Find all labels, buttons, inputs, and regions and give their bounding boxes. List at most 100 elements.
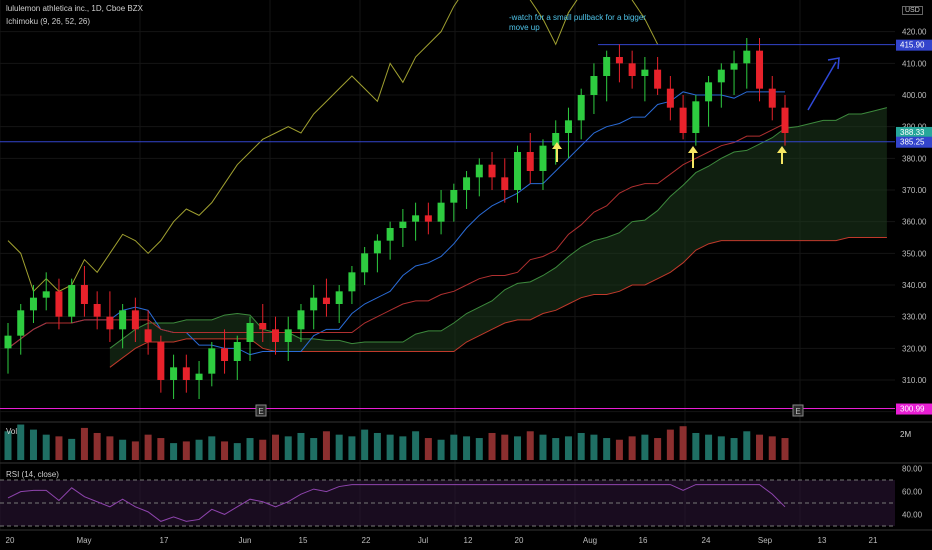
candlesticks — [4, 38, 789, 399]
candle-body — [144, 329, 152, 342]
candle-body — [526, 152, 534, 171]
volume-bar — [170, 443, 178, 460]
volume-bar — [450, 434, 458, 460]
time-axis[interactable]: 20 May 17 Jun 15 22 Jul 12 20 Aug 16 24 Sep 13 21 — [0, 529, 932, 545]
volume-bar — [221, 441, 229, 460]
volume-bar — [297, 432, 305, 460]
chikou-span — [7, 0, 659, 293]
candle-body — [501, 177, 509, 190]
volume-bar — [4, 431, 12, 460]
volume-bar — [335, 434, 343, 460]
time-tick-label: 24 — [702, 536, 711, 545]
volume-bar — [399, 436, 407, 460]
earnings-event-marker: E — [255, 404, 267, 417]
candle-body — [246, 323, 254, 342]
candle-body — [271, 329, 279, 342]
volume-bar — [768, 436, 776, 460]
time-tick-label: 12 — [464, 536, 473, 545]
volume-bar — [373, 432, 381, 460]
volume-bar — [514, 436, 522, 460]
candle-body — [730, 63, 738, 70]
candle-body — [335, 291, 343, 304]
volume-bar — [182, 441, 190, 460]
volume-bar — [564, 436, 572, 460]
price-axis[interactable]: 310.00 320.00 330.00 340.00 350.00 360.00 370.… — [896, 28, 932, 415]
price-tag — [896, 403, 932, 415]
volume-bar — [131, 441, 139, 460]
price-tick-label: 350.00 — [902, 249, 927, 258]
candle-body — [424, 215, 432, 222]
candle-body — [564, 120, 572, 133]
volume-bar — [80, 427, 88, 460]
rsi-tick-label: 80.00 — [902, 465, 923, 474]
candle-body — [628, 63, 636, 76]
price-tick-label: 410.00 — [902, 59, 927, 68]
event-label: E — [258, 407, 263, 416]
candle-body — [373, 240, 381, 254]
volume-bar — [641, 434, 649, 460]
candle-body — [297, 310, 305, 330]
currency-badge[interactable]: USD — [902, 6, 923, 15]
time-tick-label: Aug — [583, 536, 597, 545]
volume-label[interactable]: Vol — [6, 427, 18, 436]
volume-bar — [679, 426, 687, 460]
candle-body — [93, 304, 101, 317]
volume-bar — [348, 436, 356, 460]
candle-body — [29, 297, 37, 311]
price-tag-label: 415.90 — [900, 41, 925, 50]
price-tag-label: 300.99 — [900, 405, 925, 414]
candle-body — [514, 152, 522, 190]
price-tick-label: 400.00 — [902, 91, 927, 100]
time-tick-label: 21 — [869, 536, 878, 545]
volume-bar — [259, 439, 267, 460]
candle-body — [539, 145, 547, 171]
projection-arrow-head — [827, 57, 840, 70]
volume-bar — [42, 434, 50, 460]
candle-body — [577, 95, 585, 121]
time-tick-label: Sep — [758, 536, 773, 545]
event-label: E — [795, 407, 800, 416]
rsi-pane: 40.00 60.00 80.00 — [0, 462, 932, 527]
candle-body — [717, 69, 725, 83]
candle-body — [386, 228, 394, 241]
candle-body — [208, 348, 216, 374]
candle-body — [603, 57, 611, 76]
candle-body — [119, 310, 127, 330]
volume-bar — [195, 439, 203, 460]
rsi-tick-label: 60.00 — [902, 488, 923, 497]
volume-bar — [144, 434, 152, 460]
price-tick-label: 340.00 — [902, 281, 927, 290]
volume-bar — [106, 436, 114, 460]
price-tick-label: 310.00 — [902, 376, 927, 385]
rsi-tick-label: 40.00 — [902, 511, 923, 520]
symbol-title: lululemon athletica inc., 1D, Cboe BZX — [6, 4, 143, 13]
price-tick-label: 420.00 — [902, 28, 927, 37]
volume-bar — [284, 436, 292, 460]
candle-body — [552, 133, 560, 146]
rsi-label[interactable]: RSI (14, close) — [6, 470, 59, 479]
volume-bar — [55, 436, 63, 460]
time-tick-label: May — [76, 536, 91, 545]
volume-bar — [463, 436, 471, 460]
volume-bar — [692, 432, 700, 460]
time-tick-label: 22 — [362, 536, 371, 545]
candle-body — [322, 297, 330, 304]
price-tag-label: 385.25 — [900, 138, 925, 147]
volume-bar — [539, 434, 547, 460]
time-tick-label: 20 — [6, 536, 15, 545]
senkou-span-a — [109, 107, 888, 349]
ichimoku-legend[interactable]: Ichimoku (9, 26, 52, 26) — [6, 17, 91, 26]
candle-body — [55, 291, 63, 317]
price-tag — [896, 136, 932, 148]
time-tick-label: Jul — [418, 536, 428, 545]
candle-body — [743, 50, 751, 64]
price-tick-label: 320.00 — [902, 344, 927, 353]
candle-body — [705, 82, 713, 102]
candle-body — [259, 323, 267, 330]
volume-bar — [93, 432, 101, 460]
rsi-line — [7, 484, 786, 522]
candle-body — [679, 107, 687, 133]
volume-bar — [526, 431, 534, 460]
